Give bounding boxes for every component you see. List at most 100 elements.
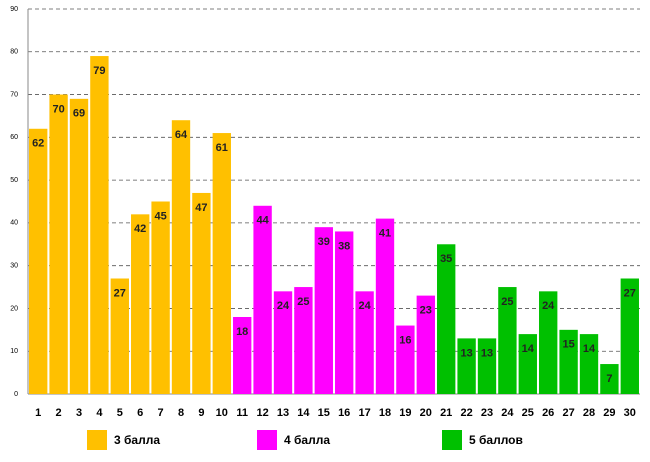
bar	[600, 364, 619, 394]
bar	[110, 278, 129, 394]
y-tick-label: 50	[10, 177, 18, 184]
bar	[69, 98, 89, 394]
data-label: 39	[318, 236, 330, 248]
x-tick-label: 10	[216, 407, 228, 419]
data-label: 14	[522, 343, 535, 355]
bar	[498, 287, 517, 394]
y-tick-label: 80	[10, 49, 18, 56]
x-tick-label: 27	[562, 407, 574, 419]
legend-label: 4 балла	[284, 433, 330, 447]
bar	[355, 291, 374, 394]
data-label: 61	[216, 142, 228, 154]
data-label: 7	[606, 373, 612, 385]
x-tick-label: 4	[96, 407, 103, 419]
bar	[273, 291, 293, 394]
x-tick-label: 16	[338, 407, 350, 419]
y-tick-label: 60	[10, 134, 18, 141]
x-tick-label: 15	[318, 407, 330, 419]
data-label: 15	[562, 339, 574, 351]
bar	[620, 278, 639, 394]
bar	[559, 329, 578, 394]
x-tick-label: 21	[440, 407, 452, 419]
data-label: 23	[420, 305, 432, 317]
y-tick-label: 90	[10, 6, 18, 13]
y-tick-label: 40	[10, 220, 18, 227]
bar	[171, 120, 191, 394]
x-tick-label: 30	[624, 407, 636, 419]
bar	[233, 317, 252, 394]
y-tick-label: 20	[10, 305, 18, 312]
bar	[437, 244, 456, 394]
y-tick-label: 0	[14, 391, 18, 398]
y-tick-label: 30	[10, 263, 18, 270]
data-label: 62	[32, 138, 44, 150]
x-tick-label: 2	[56, 407, 62, 419]
x-tick-label: 1	[35, 407, 41, 419]
data-label: 35	[440, 253, 452, 265]
legend-label: 5 баллов	[469, 433, 523, 447]
x-tick-label: 25	[522, 407, 534, 419]
bar	[457, 338, 476, 394]
bar	[212, 133, 231, 395]
data-label: 47	[195, 202, 207, 214]
bar	[90, 56, 109, 395]
data-label: 64	[175, 129, 188, 141]
data-label: 42	[134, 223, 146, 235]
x-tick-label: 18	[379, 407, 391, 419]
x-tick-label: 11	[236, 407, 248, 419]
bar	[314, 227, 333, 394]
data-label: 69	[73, 108, 85, 120]
data-label: 27	[624, 287, 636, 299]
x-tick-label: 19	[399, 407, 411, 419]
data-label: 27	[114, 287, 126, 299]
x-tick-label: 22	[460, 407, 472, 419]
bar	[416, 295, 435, 394]
x-tick-label: 6	[137, 407, 143, 419]
data-label: 79	[93, 65, 105, 77]
data-label: 13	[460, 347, 472, 359]
data-label: 14	[583, 343, 596, 355]
bar	[192, 192, 211, 394]
x-tick-label: 26	[542, 407, 554, 419]
y-tick-label: 10	[10, 348, 18, 355]
bar	[539, 291, 558, 394]
x-tick-label: 13	[277, 407, 289, 419]
bar	[375, 218, 395, 394]
legend-swatch	[87, 430, 107, 450]
bar	[49, 94, 68, 395]
bar	[131, 214, 150, 394]
data-label: 24	[358, 300, 371, 312]
x-tick-label: 23	[481, 407, 493, 419]
bar	[579, 334, 599, 394]
data-label: 18	[236, 326, 248, 338]
x-tick-label: 8	[178, 407, 184, 419]
x-tick-label: 3	[76, 407, 82, 419]
x-tick-label: 5	[117, 407, 123, 419]
legend-swatch	[257, 430, 277, 450]
bar	[253, 205, 272, 394]
bar	[477, 338, 497, 394]
x-tick-label: 28	[583, 407, 595, 419]
data-label: 38	[338, 240, 350, 252]
y-tick-label: 70	[10, 91, 18, 98]
data-label: 24	[542, 300, 555, 312]
x-tick-label: 20	[420, 407, 432, 419]
x-tick-label: 7	[158, 407, 164, 419]
data-label: 25	[297, 296, 309, 308]
x-tick-label: 17	[358, 407, 370, 419]
x-tick-label: 9	[198, 407, 204, 419]
x-tick-label: 14	[297, 407, 310, 419]
data-label: 16	[399, 334, 411, 346]
data-label: 13	[481, 347, 493, 359]
bar	[335, 231, 354, 394]
x-tick-label: 12	[256, 407, 268, 419]
data-label: 45	[154, 210, 166, 222]
bar	[151, 201, 170, 394]
data-label: 24	[277, 300, 290, 312]
bar	[29, 128, 48, 394]
legend-label: 3 балла	[114, 433, 160, 447]
bar	[518, 334, 537, 394]
data-label: 44	[256, 215, 269, 227]
bar	[396, 325, 415, 394]
